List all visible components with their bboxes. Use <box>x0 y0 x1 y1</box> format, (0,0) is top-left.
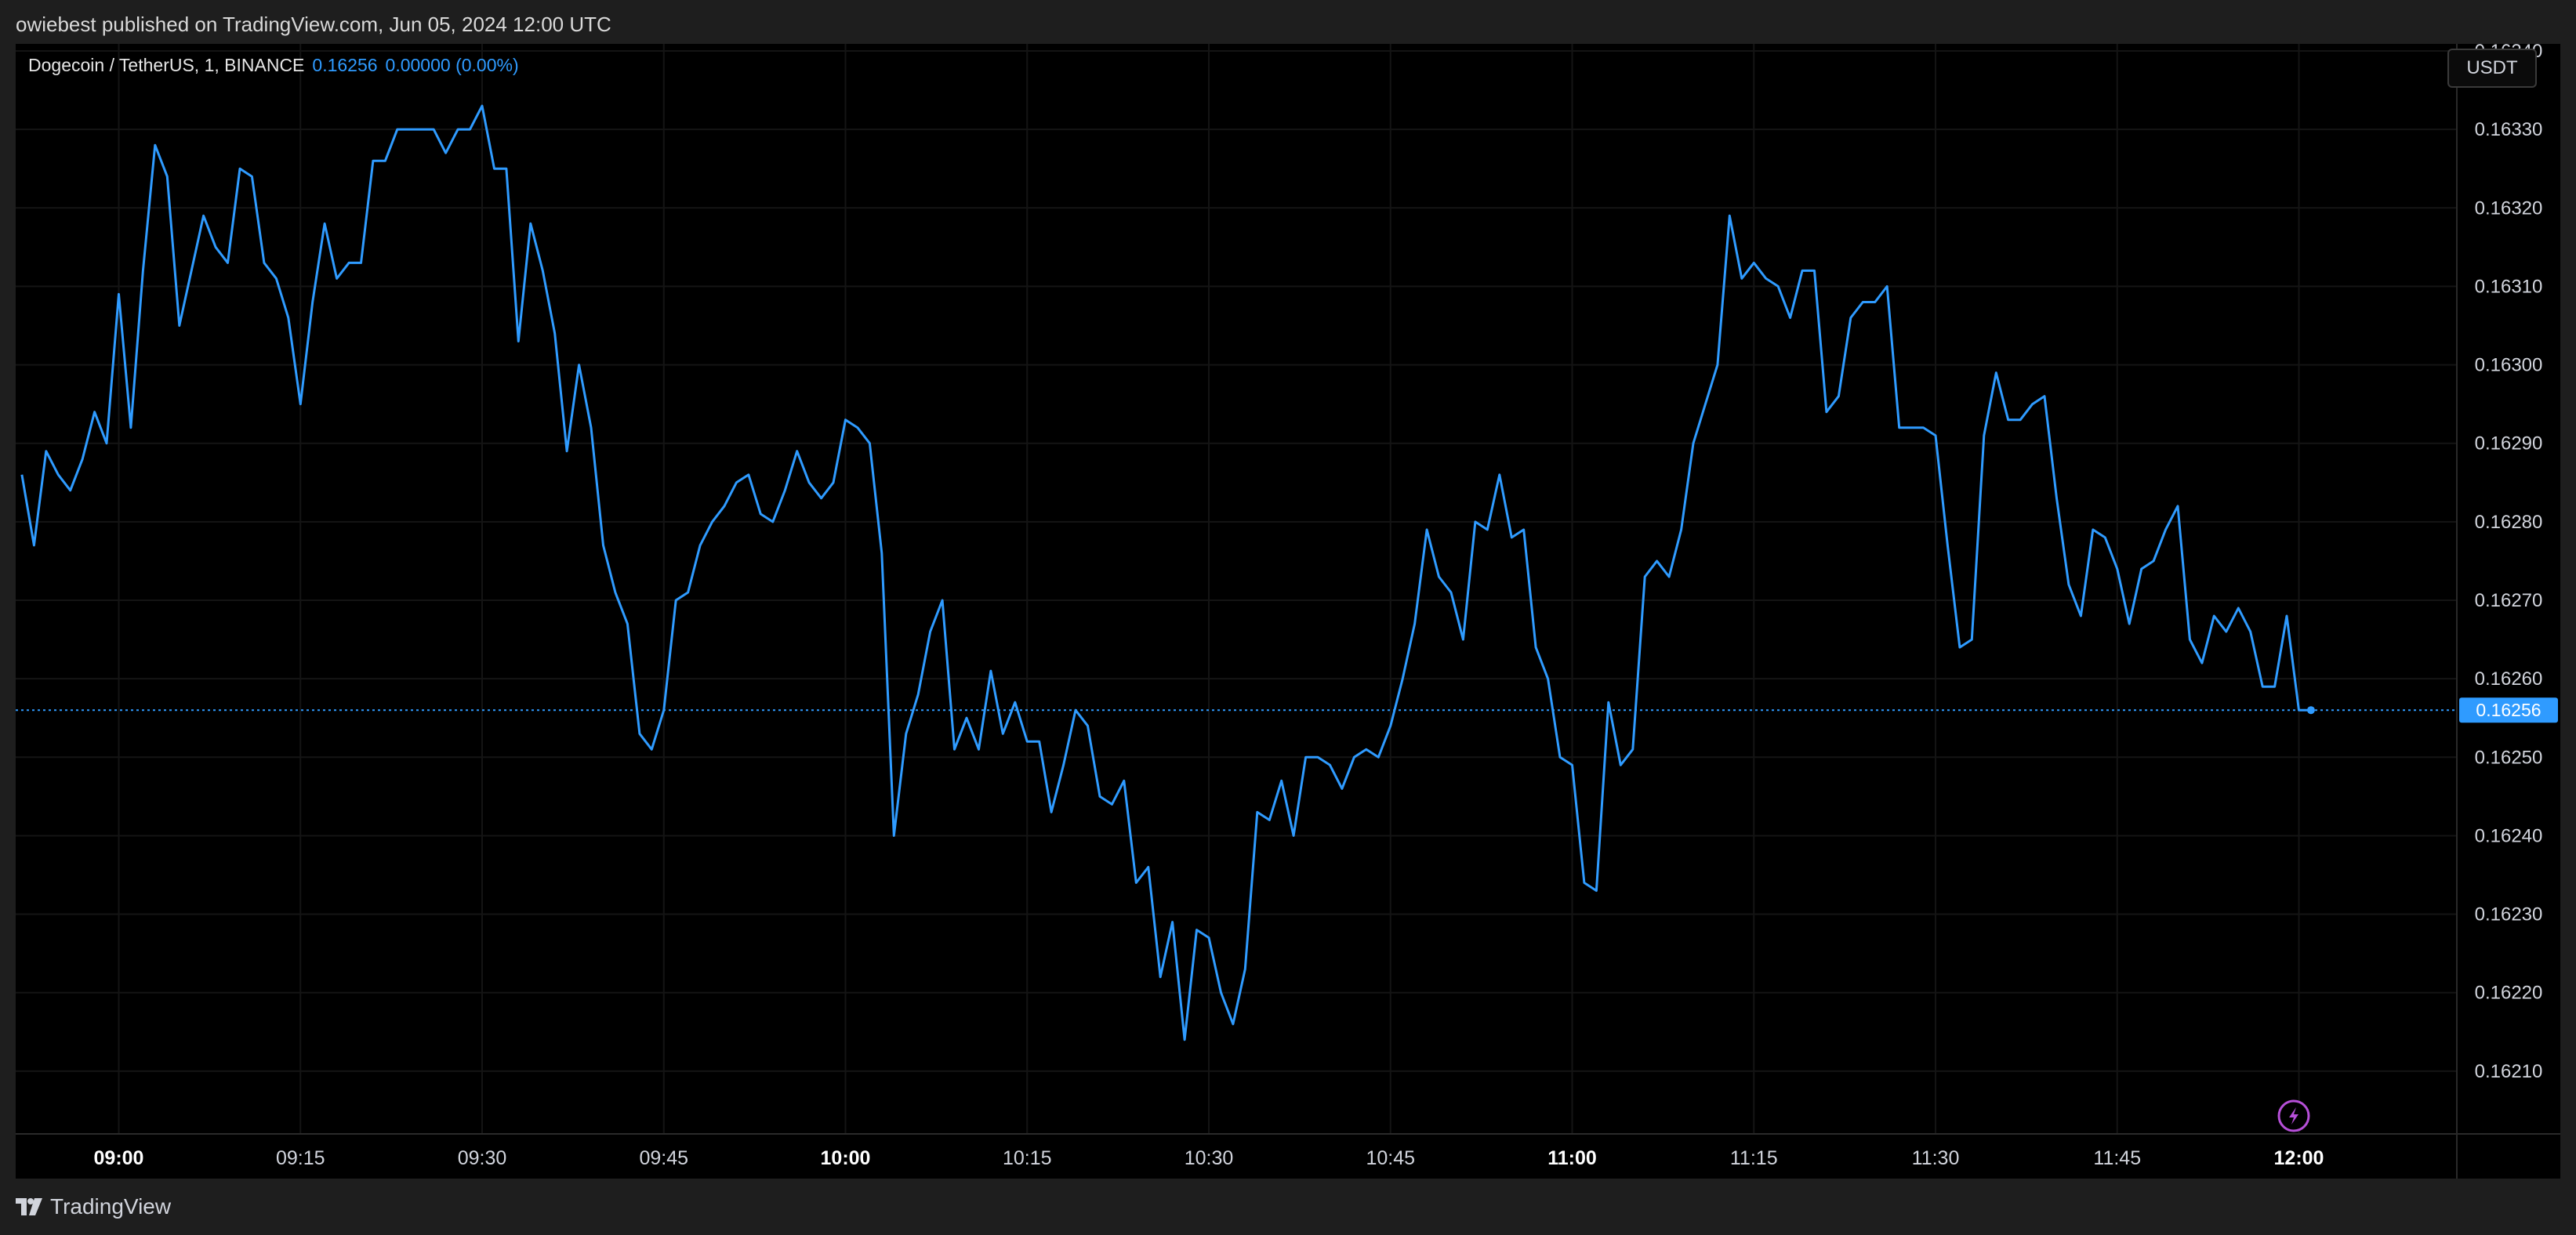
y-tick-label: 0.16310 <box>2475 276 2543 297</box>
chart-legend: Dogecoin / TetherUS, 1, BINANCE 0.16256 0.… <box>28 55 519 76</box>
legend-change: 0.00000 (0.00%) <box>385 55 519 75</box>
y-tick-label: 0.16330 <box>2475 119 2543 140</box>
currency-button[interactable]: USDT <box>2447 49 2537 88</box>
y-tick-label: 0.16260 <box>2475 668 2543 690</box>
y-tick-label: 0.16250 <box>2475 747 2543 768</box>
tradingview-logo-icon <box>16 1198 42 1215</box>
y-tick-label: 0.16280 <box>2475 512 2543 533</box>
y-tick-label: 0.16270 <box>2475 590 2543 611</box>
x-tick-label: 10:00 <box>821 1147 871 1169</box>
price-tag-background <box>2459 697 2558 723</box>
tradingview-brand[interactable]: TradingView <box>16 1194 171 1219</box>
x-tick-label: 11:15 <box>1730 1147 1778 1169</box>
publish-attribution: owiebest published on TradingView.com, J… <box>16 13 611 36</box>
price-tag-label: 0.16256 <box>2476 700 2541 720</box>
x-tick-label: 10:15 <box>1003 1147 1052 1169</box>
x-tick-label: 12:00 <box>2274 1147 2324 1169</box>
y-tick-label: 0.16300 <box>2475 355 2543 376</box>
x-tick-label: 10:45 <box>1366 1147 1415 1169</box>
y-axis[interactable]: 0.16210 0.16220 0.16230 0.16240 0.16250 0.162… <box>2475 44 2543 1082</box>
y-tick-label: 0.16220 <box>2475 983 2543 1004</box>
series-line <box>20 104 2311 1041</box>
y-tick-label: 0.16210 <box>2475 1061 2543 1082</box>
symbol-title: Dogecoin / TetherUS, 1, BINANCE <box>28 55 305 75</box>
last-price-tag: 0.16256 <box>2459 697 2558 723</box>
x-tick-label: 09:30 <box>458 1147 507 1169</box>
chart-frame[interactable]: 0.16210 0.16220 0.16230 0.16240 0.16250 0.162… <box>16 44 2560 1179</box>
price-chart[interactable]: 0.16210 0.16220 0.16230 0.16240 0.16250 0.162… <box>16 44 2560 1179</box>
flash-icon-bolt <box>2289 1107 2298 1125</box>
x-tick-label: 11:30 <box>1912 1147 1960 1169</box>
x-tick-label: 09:00 <box>94 1147 144 1169</box>
brand-label: TradingView <box>50 1194 172 1219</box>
flash-icon[interactable] <box>2277 1099 2310 1132</box>
x-tick-label: 11:00 <box>1547 1147 1597 1169</box>
top-bar: owiebest published on TradingView.com, J… <box>0 0 2576 44</box>
last-price-marker <box>2306 706 2315 715</box>
x-tick-label: 10:30 <box>1185 1147 1234 1169</box>
y-tick-label: 0.16240 <box>2475 825 2543 846</box>
x-axis[interactable]: 09:00 09:15 09:30 09:45 10:00 10:15 10:30 10:45… <box>94 1147 2324 1169</box>
y-tick-label: 0.16230 <box>2475 904 2543 925</box>
legend-price: 0.16256 <box>312 55 378 75</box>
grid <box>16 44 2457 1134</box>
bottom-bar: TradingView <box>0 1179 2576 1235</box>
x-tick-label: 09:45 <box>639 1147 688 1169</box>
x-tick-label: 11:45 <box>2093 1147 2141 1169</box>
y-tick-label: 0.16320 <box>2475 197 2543 219</box>
y-tick-label: 0.16290 <box>2475 433 2543 455</box>
x-tick-label: 09:15 <box>276 1147 325 1169</box>
